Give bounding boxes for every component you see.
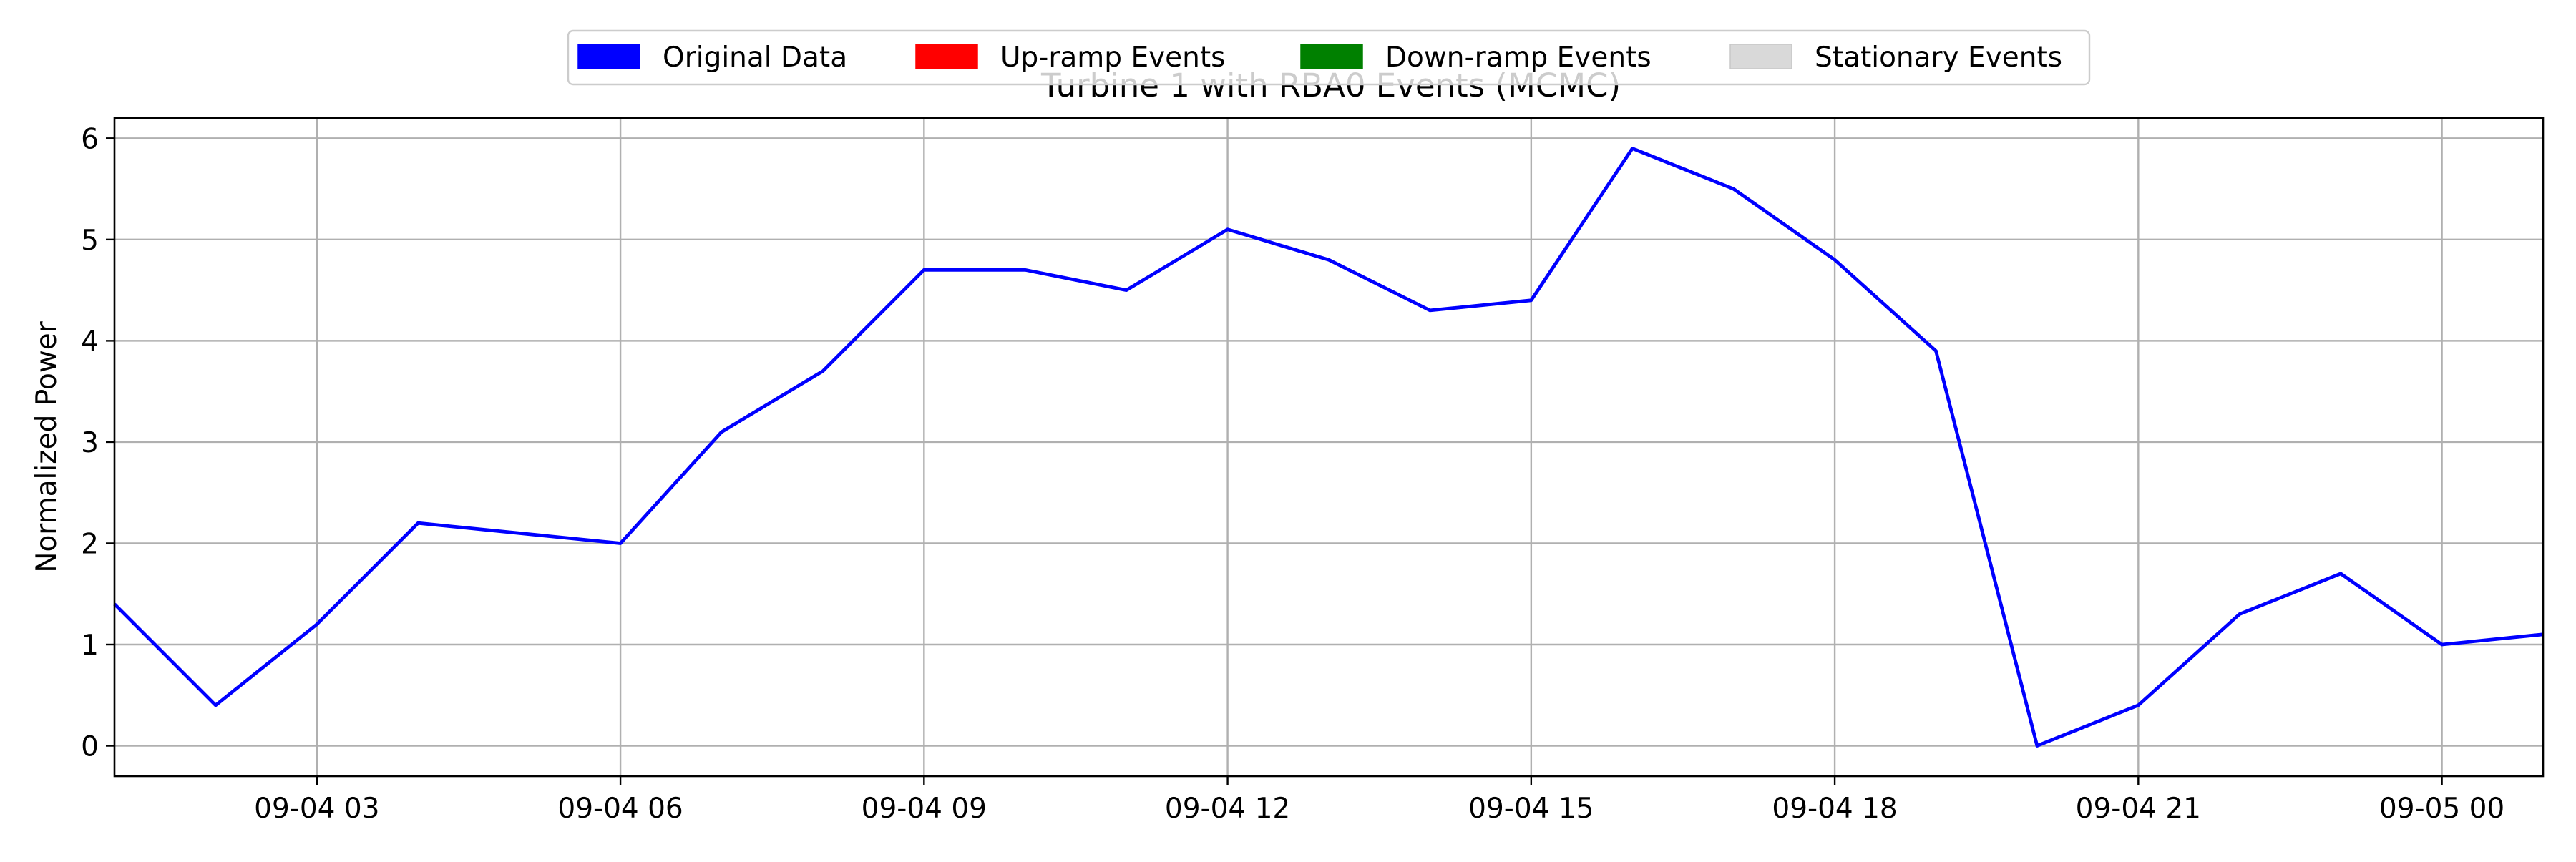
data-point — [1733, 188, 1735, 190]
legend-swatch — [577, 44, 640, 69]
series-line-original-data — [113, 147, 2544, 748]
x-tick-label: 09-04 09 — [862, 793, 987, 825]
y-tick-label: 4 — [81, 325, 99, 358]
x-tick-label: 09-04 21 — [2076, 793, 2201, 825]
legend-swatch — [915, 44, 978, 69]
legend-label: Down-ramp Events — [1385, 41, 1652, 74]
data-point — [721, 431, 722, 433]
data-point — [2036, 745, 2038, 747]
legend: Original Data Up-ramp Events Down-ramp Eve… — [567, 29, 2091, 86]
y-tick-label: 5 — [81, 225, 99, 257]
legend-swatch — [1300, 44, 1363, 69]
y-tick-label: 1 — [81, 630, 99, 662]
x-tick-label: 09-04 06 — [557, 793, 683, 825]
x-tick-label: 09-04 15 — [1468, 793, 1594, 825]
legend-swatch — [1729, 44, 1792, 69]
y-tick-label: 3 — [81, 427, 99, 459]
y-tick-label: 0 — [81, 731, 99, 763]
legend-label: Stationary Events — [1815, 41, 2062, 74]
y-axis-label: Normalized Power — [31, 320, 63, 572]
x-tick-label: 09-04 18 — [1772, 793, 1897, 825]
legend-label: Original Data — [663, 41, 847, 74]
data-point — [316, 624, 318, 625]
y-tick-label: 2 — [81, 528, 99, 560]
y-tick-label: 6 — [81, 123, 99, 155]
plot-frame — [113, 117, 2545, 778]
x-tick-label: 09-04 12 — [1165, 793, 1290, 825]
legend-label: Up-ramp Events — [1000, 41, 1226, 74]
data-point — [1227, 229, 1229, 230]
data-point — [1631, 147, 1633, 149]
x-tick-label: 09-04 03 — [254, 793, 379, 825]
x-tick-label: 09-05 00 — [2379, 793, 2504, 825]
data-point — [620, 542, 621, 544]
data-point — [417, 522, 419, 524]
